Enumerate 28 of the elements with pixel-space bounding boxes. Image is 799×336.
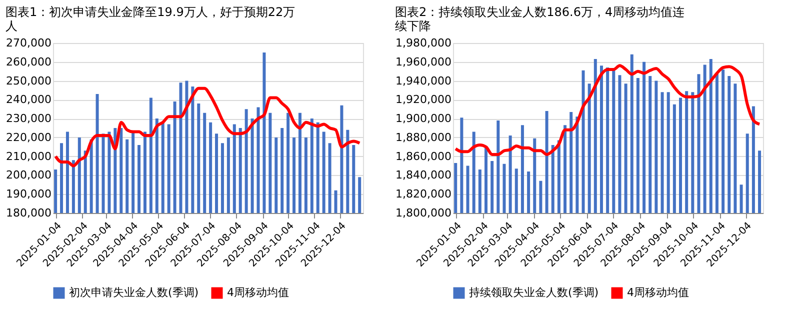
- legend-label: 初次申请失业金人数(季调): [69, 286, 199, 299]
- y-tick-label: 230,000: [6, 112, 52, 126]
- legend-label: 4周移动均值: [227, 286, 289, 299]
- y-tick-label: 270,000: [6, 36, 52, 50]
- chart-title: 图表2：持续领取失业金人数186.6万，4周移动均值连续下降: [395, 5, 685, 33]
- y-tick-label: 200,000: [6, 168, 52, 182]
- y-tick-label: 240,000: [6, 93, 52, 106]
- y-tick-label: 210,000: [6, 150, 52, 163]
- y-tick-label: 1,820,000: [396, 188, 452, 201]
- y-tick-label: 1,860,000: [396, 150, 452, 163]
- line-series: [454, 64, 762, 156]
- y-tick-label: 1,940,000: [396, 74, 452, 88]
- y-tick-label: 190,000: [6, 188, 52, 201]
- y-tick-label: 1,840,000: [396, 168, 452, 182]
- y-tick-label: 220,000: [6, 130, 52, 144]
- y-tick-label: 180,000: [6, 206, 52, 220]
- y-tick-label: 1,960,000: [396, 55, 452, 68]
- y-tick-label: 260,000: [6, 55, 52, 68]
- y-tick-label: 1,920,000: [396, 93, 452, 106]
- legend-label: 持续领取失业金人数(季调): [469, 286, 599, 299]
- y-tick-label: 250,000: [6, 74, 52, 88]
- y-tick-label: 1,900,000: [396, 112, 452, 126]
- y-tick-label: 1,980,000: [396, 36, 452, 50]
- line-series: [54, 86, 362, 168]
- y-tick-label: 1,800,000: [396, 206, 452, 220]
- chart-title: 图表1：初次申请失业金降至19.9万人，好于预期22万人: [6, 5, 296, 33]
- legend-label: 4周移动均值: [627, 286, 689, 299]
- y-tick-label: 1,880,000: [396, 130, 452, 144]
